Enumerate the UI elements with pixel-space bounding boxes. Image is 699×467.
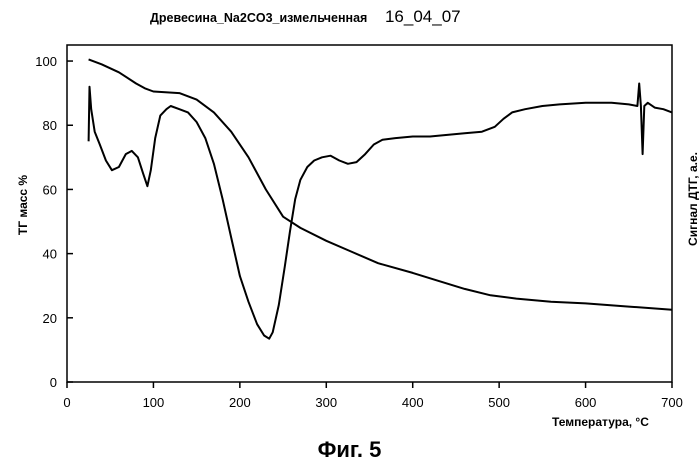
- x-tick-label: 200: [229, 395, 251, 410]
- x-tick-label: 600: [575, 395, 597, 410]
- x-tick-label: 100: [143, 395, 165, 410]
- y-tick-label: 80: [43, 118, 57, 133]
- series-layer: [87, 58, 673, 340]
- plot-border: [66, 44, 673, 383]
- x-tick-label: 500: [488, 395, 510, 410]
- chart-date: 16_04_07: [384, 7, 461, 26]
- x-axis-label: Температура, °C: [552, 415, 649, 429]
- y-axis-ticks: 0 20 40 60 80 100: [35, 54, 73, 390]
- x-tick-label: 700: [661, 395, 683, 410]
- y-axis-label-right: Сигнал ДТГ, а.е.: [686, 152, 699, 246]
- x-tick-label: 300: [315, 395, 337, 410]
- dtg-curve: [87, 82, 673, 340]
- y-tick-label: 40: [43, 247, 57, 262]
- x-tick-label: 0: [63, 395, 70, 410]
- chart-title-text: Древесина_Na2CO3_измельченная: [150, 11, 368, 25]
- y-tick-label: 0: [50, 375, 57, 390]
- y-tick-label: 20: [43, 311, 57, 326]
- x-axis-ticks: 0 100 200 300 400 500 600 700: [63, 382, 683, 410]
- y-tick-label: 100: [35, 54, 57, 69]
- x-tick-label: 400: [402, 395, 424, 410]
- figure-caption: Фиг. 5: [317, 437, 382, 462]
- tg-curve: [88, 58, 673, 311]
- y-tick-label: 60: [43, 182, 57, 197]
- y-axis-label: ТГ масс %: [16, 174, 30, 236]
- plot-frame: [66, 44, 673, 383]
- chart-title: Древесина_Na2CO3_измельченная 16_04_07: [150, 7, 461, 27]
